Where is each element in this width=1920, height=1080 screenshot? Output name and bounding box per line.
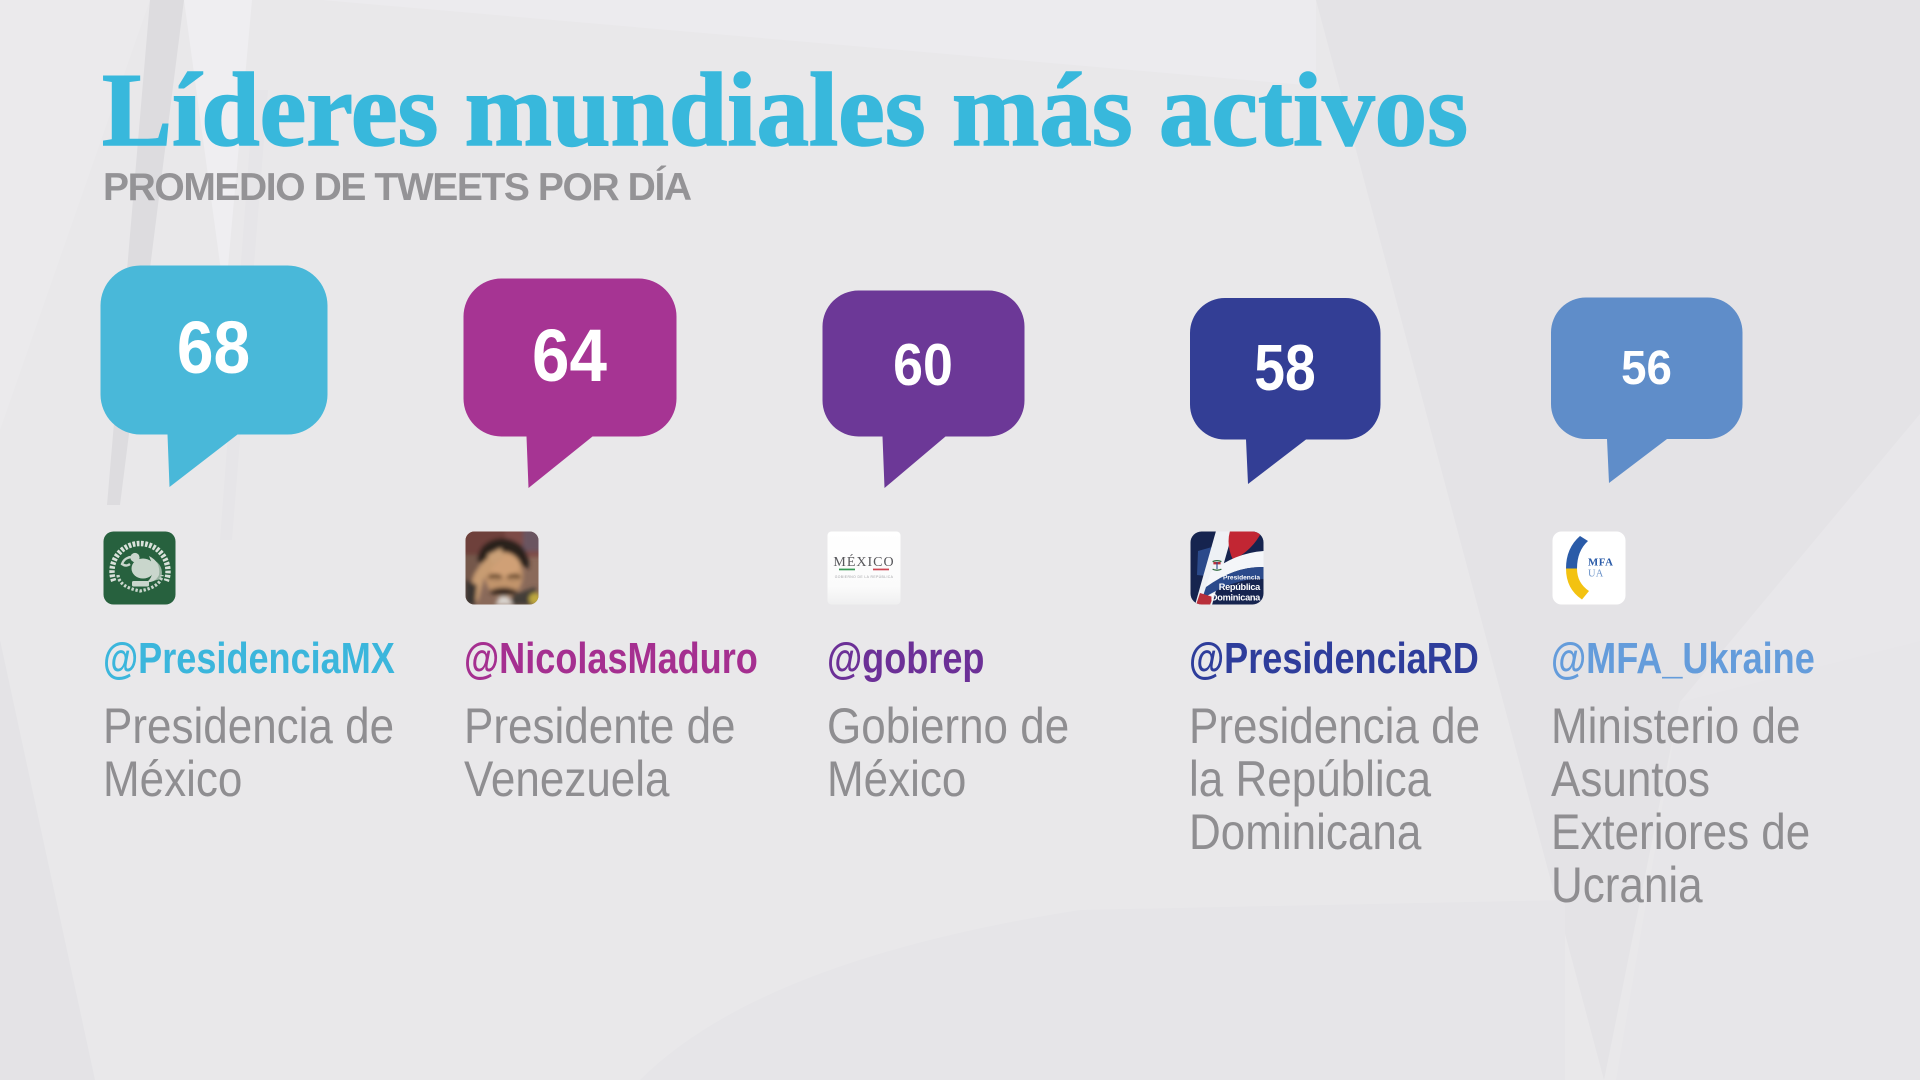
svg-text:República: República <box>1219 582 1261 592</box>
svg-text:UA: UA <box>1588 569 1604 580</box>
svg-text:GOBIERNO DE LA REPÚBLICA: GOBIERNO DE LA REPÚBLICA <box>835 574 894 579</box>
svg-text:Dominicana: Dominicana <box>1211 593 1261 603</box>
svg-text:Presidencia: Presidencia <box>1223 575 1260 582</box>
svg-text:MFA: MFA <box>1588 557 1614 569</box>
svg-text:MÉXICO: MÉXICO <box>833 553 894 570</box>
